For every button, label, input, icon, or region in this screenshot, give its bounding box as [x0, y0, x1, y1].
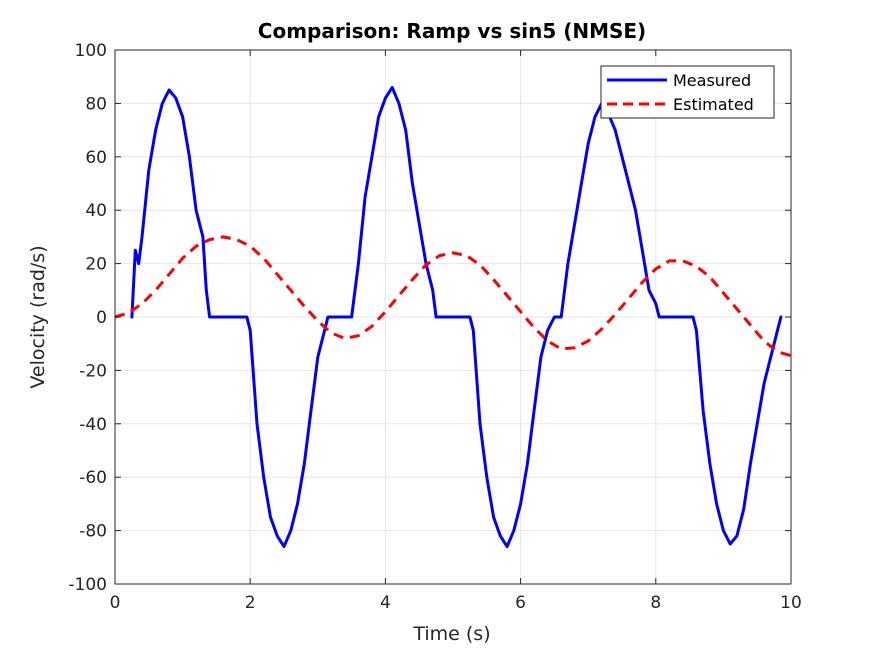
y-axis-label: Velocity (rad/s)	[27, 245, 49, 388]
y-tick-label: -100	[68, 575, 107, 595]
x-axis-label: Time (s)	[412, 623, 490, 645]
y-tick-label: 20	[85, 255, 107, 275]
y-tick-label: 40	[85, 201, 107, 221]
x-tick-label: 10	[780, 593, 802, 613]
x-tick-label: 0	[110, 593, 121, 613]
y-tick-label: -80	[79, 522, 107, 542]
chart-title: Comparison: Ramp vs sin5 (NMSE)	[258, 19, 646, 43]
y-tick-label: -60	[79, 468, 107, 488]
legend-box	[600, 65, 775, 119]
series-line-measured	[130, 85, 783, 549]
series-layer	[115, 85, 791, 549]
legend: Measured Estimated	[600, 65, 775, 119]
tick-layer: 0 2 4 6 8 10 -100 -80 -60 -40 -20 0 20 40 60 80 100	[68, 41, 801, 613]
y-tick-label: 60	[85, 148, 107, 168]
y-tick-label: 100	[75, 41, 107, 61]
legend-label-measured: Measured	[673, 71, 751, 90]
y-tick-label: 0	[96, 308, 107, 328]
x-tick-label: 2	[245, 593, 256, 613]
y-tick-label: -20	[79, 361, 107, 381]
series-line-estimated	[115, 235, 791, 358]
x-tick-label: 8	[650, 593, 661, 613]
legend-label-estimated: Estimated	[673, 95, 754, 114]
x-tick-label: 6	[515, 593, 526, 613]
y-tick-label: 80	[85, 94, 107, 114]
y-tick-label: -40	[79, 415, 107, 435]
x-tick-label: 4	[380, 593, 391, 613]
